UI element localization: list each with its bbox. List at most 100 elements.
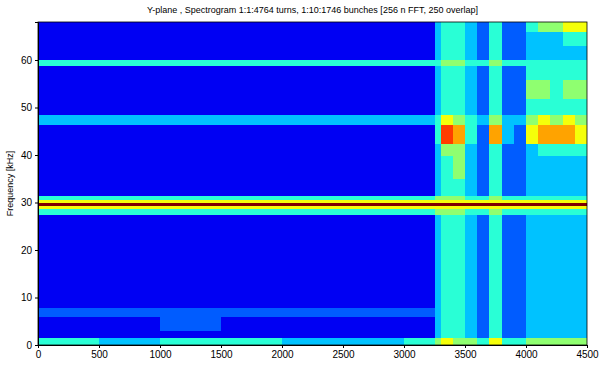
cell: [99, 124, 161, 144]
cell: [575, 22, 587, 32]
cell: [160, 338, 222, 345]
cell: [404, 155, 435, 179]
cell: [563, 32, 576, 47]
cell: [160, 195, 222, 200]
cell: [435, 208, 442, 215]
cell: [477, 288, 490, 308]
cell: [453, 307, 466, 317]
cell: [99, 22, 161, 32]
cell: [282, 46, 344, 60]
cell: [465, 288, 478, 308]
y-tick-label: 0: [26, 340, 32, 351]
cell: [575, 195, 587, 200]
cell: [38, 231, 100, 251]
cell: [38, 208, 100, 215]
cell: [514, 269, 527, 289]
cell: [575, 231, 587, 251]
chart: 0500100015002000250030003500400045000102…: [0, 0, 605, 371]
cell: [526, 214, 539, 231]
cell: [441, 195, 454, 200]
cell: [453, 115, 466, 125]
cell: [435, 46, 442, 60]
cell: [435, 288, 442, 308]
cell: [160, 115, 222, 125]
cell: [538, 200, 551, 203]
cell: [526, 269, 539, 289]
cell: [404, 115, 435, 125]
cell: [465, 195, 478, 200]
cell: [489, 98, 502, 115]
cell: [221, 98, 283, 115]
cell: [477, 338, 490, 345]
cell: [575, 46, 587, 60]
cell: [221, 66, 283, 80]
cell: [435, 307, 442, 317]
cell: [282, 200, 344, 203]
cell: [404, 269, 435, 289]
cell: [404, 250, 435, 270]
cell: [489, 200, 502, 203]
cell: [526, 307, 539, 317]
cell: [404, 208, 435, 215]
cell: [221, 208, 283, 215]
cell: [502, 32, 515, 47]
cell: [282, 307, 344, 317]
cell: [550, 214, 563, 231]
cell: [343, 269, 405, 289]
cell: [575, 98, 587, 115]
cell: [441, 124, 454, 144]
cell: [99, 200, 161, 203]
cell: [477, 231, 490, 251]
y-tick: 50: [21, 102, 38, 113]
cell: [489, 307, 502, 317]
cell: [160, 231, 222, 251]
cell: [550, 288, 563, 308]
cell: [489, 214, 502, 231]
cell: [453, 214, 466, 231]
cell: [435, 124, 442, 144]
cell: [160, 208, 222, 215]
cell: [99, 269, 161, 289]
cell: [435, 331, 442, 339]
cell: [404, 214, 435, 231]
cell: [538, 143, 551, 155]
cell: [282, 195, 344, 200]
cell: [404, 317, 435, 332]
cell: [575, 143, 587, 155]
x-tick-mark: [99, 345, 100, 348]
cell: [38, 124, 100, 144]
cell: [38, 288, 100, 308]
cell: [502, 250, 515, 270]
cell: [38, 195, 100, 200]
cell: [160, 59, 222, 66]
cell: [441, 66, 454, 80]
cell: [514, 32, 527, 47]
cell: [435, 250, 442, 270]
cell: [538, 288, 551, 308]
cell: [489, 331, 502, 339]
cell: [502, 79, 515, 99]
cell: [221, 250, 283, 270]
cell: [282, 143, 344, 155]
cell: [404, 59, 435, 66]
cell: [514, 22, 527, 32]
cell: [343, 98, 405, 115]
cell: [453, 231, 466, 251]
cell: [526, 98, 539, 115]
cell: [477, 22, 490, 32]
cell: [550, 66, 563, 80]
cell: [404, 179, 435, 196]
x-tick: 1500: [210, 345, 233, 360]
x-tick-label: 2500: [332, 349, 355, 360]
y-tick: 40: [21, 150, 38, 161]
cell: [550, 46, 563, 60]
cell: [38, 143, 100, 155]
cell: [550, 338, 563, 345]
cell: [575, 331, 587, 339]
cell: [465, 143, 478, 155]
cell: [38, 317, 100, 332]
cell: [160, 317, 222, 332]
cell: [99, 317, 161, 332]
cell: [563, 214, 576, 231]
cell: [502, 214, 515, 231]
